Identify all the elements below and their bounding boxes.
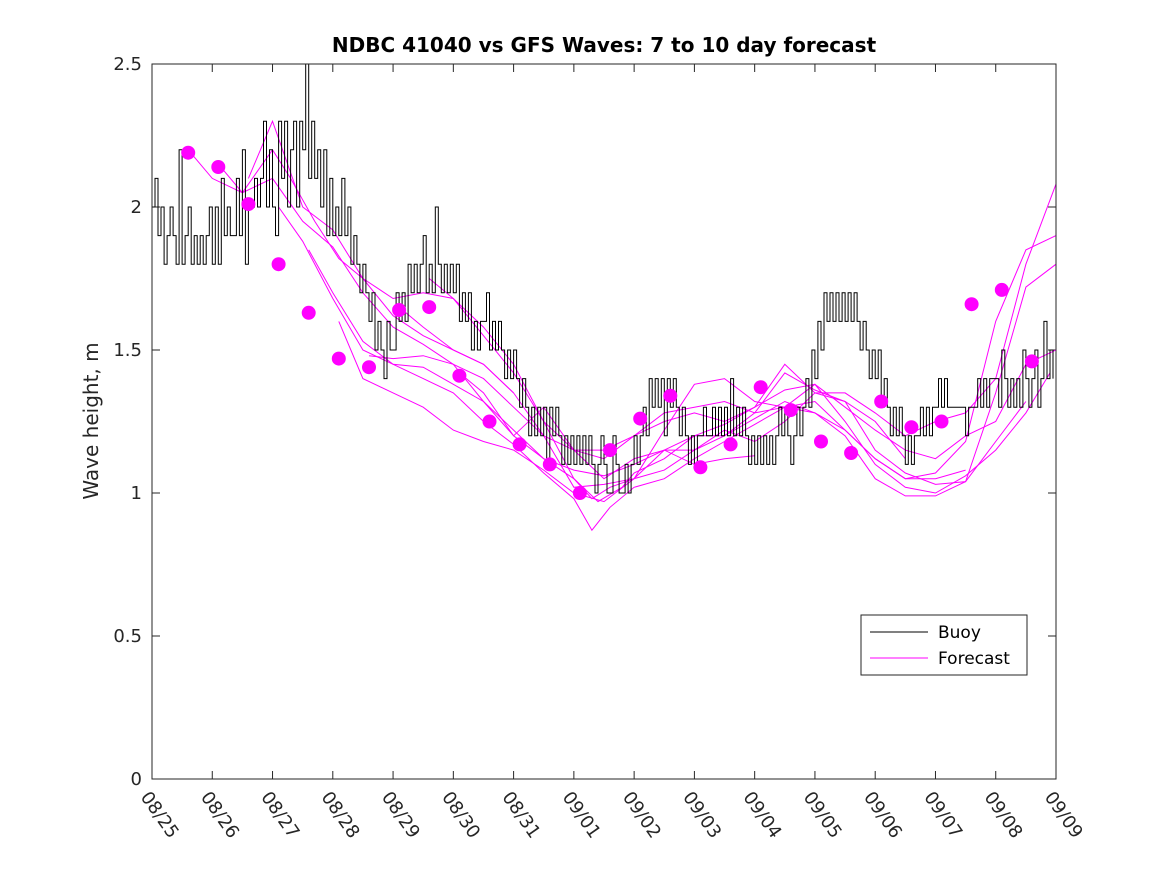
forecast-markers bbox=[181, 145, 1039, 500]
forecast-marker bbox=[512, 437, 527, 452]
forecast-marker bbox=[331, 351, 346, 366]
forecast-marker bbox=[482, 414, 497, 429]
forecast-marker bbox=[542, 457, 557, 472]
forecast-marker bbox=[211, 160, 226, 174]
y-tick-label: 1.5 bbox=[113, 340, 142, 361]
forecast-marker bbox=[392, 303, 407, 317]
forecast-marker bbox=[271, 257, 286, 272]
forecast-line-8 bbox=[398, 235, 1056, 488]
forecast-marker bbox=[874, 394, 889, 409]
forecast-marker bbox=[663, 388, 678, 403]
forecast-marker bbox=[603, 443, 617, 458]
forecast-marker bbox=[964, 297, 979, 312]
forecast-marker bbox=[452, 368, 467, 383]
forecast-line-5 bbox=[308, 249, 1051, 503]
y-tick-labels: 0 0.5 1 1.5 2 2.5 bbox=[113, 54, 142, 790]
forecast-marker bbox=[844, 446, 859, 460]
forecast-marker bbox=[934, 414, 949, 429]
buoy-line bbox=[152, 64, 1054, 494]
legend: Buoy Forecast bbox=[860, 614, 1028, 676]
forecast-marker bbox=[723, 437, 738, 452]
legend-buoy-label: Buoy bbox=[938, 623, 981, 643]
plot-frame bbox=[151, 63, 1057, 780]
forecast-marker bbox=[362, 360, 376, 375]
forecast-marker bbox=[753, 380, 768, 395]
axis-ticks bbox=[151, 63, 1057, 780]
chart-title: NDBC 41040 vs GFS Waves: 7 to 10 day for… bbox=[332, 33, 877, 57]
legend-box bbox=[860, 614, 1028, 676]
forecast-marker bbox=[181, 145, 196, 160]
y-tick-label: 0.5 bbox=[113, 626, 142, 647]
forecast-line-6 bbox=[338, 321, 1027, 503]
forecast-marker bbox=[241, 197, 256, 212]
y-tick-label: 0 bbox=[131, 769, 142, 790]
forecast-marker bbox=[994, 282, 1009, 297]
forecast-marker bbox=[422, 300, 437, 315]
y-tick-label: 2 bbox=[131, 197, 142, 218]
forecast-marker bbox=[904, 420, 919, 435]
forecast-marker bbox=[301, 305, 316, 320]
forecast-line-10 bbox=[459, 183, 1056, 460]
forecast-marker bbox=[633, 411, 648, 426]
forecast-marker bbox=[1024, 354, 1039, 369]
y-tick-label: 1 bbox=[131, 483, 142, 504]
legend-forecast-label: Forecast bbox=[938, 649, 1010, 669]
forecast-marker bbox=[814, 434, 828, 449]
forecast-marker bbox=[572, 486, 587, 500]
forecast-marker bbox=[783, 403, 798, 418]
y-tick-label: 2.5 bbox=[113, 54, 142, 75]
y-axis-label: Wave height, m bbox=[79, 342, 103, 499]
forecast-marker bbox=[693, 460, 708, 475]
